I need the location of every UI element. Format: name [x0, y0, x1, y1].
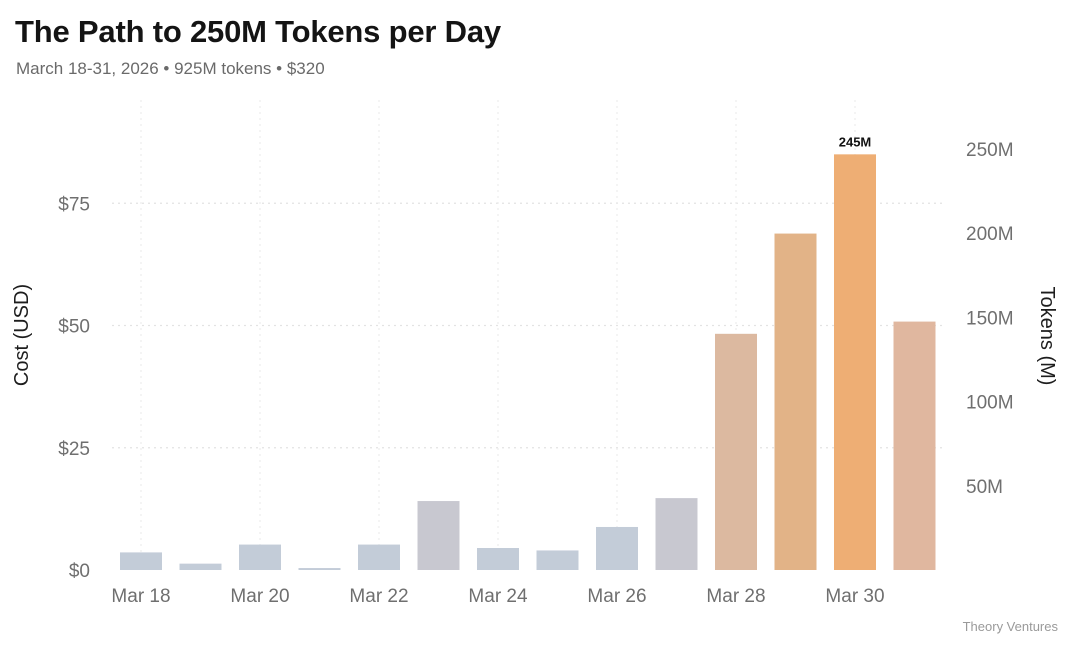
x-tick-label: Mar 24 [468, 586, 528, 607]
x-tick-label: Mar 26 [587, 586, 646, 607]
data-label: 245M [839, 134, 872, 149]
bar-mar-31 [893, 321, 936, 570]
y-axis-title-right: Tokens (M) [1036, 287, 1058, 386]
bar-mar-27 [655, 498, 698, 570]
chart-subtitle: March 18-31, 2026 • 925M tokens • $320 [16, 59, 325, 78]
y-tick-label-right: 250M [966, 140, 1014, 161]
bar-mar-30 [834, 154, 876, 570]
x-tick-label: Mar 20 [230, 586, 289, 607]
bar-mar-19 [179, 563, 222, 570]
bar-mar-23 [417, 501, 460, 570]
bar-mar-25 [536, 550, 579, 570]
tick-labels: $0 $25 $50 $75 50M 100M 150M 200M 250M Mar 18 Mar … [58, 134, 1013, 607]
y-tick-label-right: 100M [966, 393, 1014, 414]
bar-mar-21 [298, 568, 341, 570]
x-tick-label: Mar 28 [706, 586, 765, 607]
bar-mar-20 [239, 544, 281, 570]
gridlines [112, 100, 944, 570]
bar-mar-26 [596, 526, 638, 570]
source-credit: Theory Ventures [962, 619, 1058, 634]
y-tick-label-right: 150M [966, 308, 1014, 329]
y-tick-label-left: $25 [58, 439, 90, 460]
bars [120, 154, 936, 570]
y-tick-label-right: 50M [966, 477, 1003, 498]
x-tick-label: Mar 30 [825, 586, 884, 607]
x-tick-label: Mar 22 [349, 586, 408, 607]
y-tick-label-left: $0 [69, 561, 90, 582]
bar-mar-22 [358, 544, 400, 570]
y-axis-title-left: Cost (USD) [11, 284, 33, 386]
bar-mar-18 [120, 552, 162, 570]
bar-mar-29 [774, 233, 817, 570]
chart-title: The Path to 250M Tokens per Day [15, 14, 501, 49]
y-tick-label-left: $50 [58, 317, 90, 338]
x-tick-label: Mar 18 [111, 586, 170, 607]
bar-mar-28 [715, 333, 757, 570]
y-tick-label-left: $75 [58, 194, 90, 215]
y-tick-label-right: 200M [966, 224, 1014, 245]
bar-mar-24 [477, 547, 519, 570]
